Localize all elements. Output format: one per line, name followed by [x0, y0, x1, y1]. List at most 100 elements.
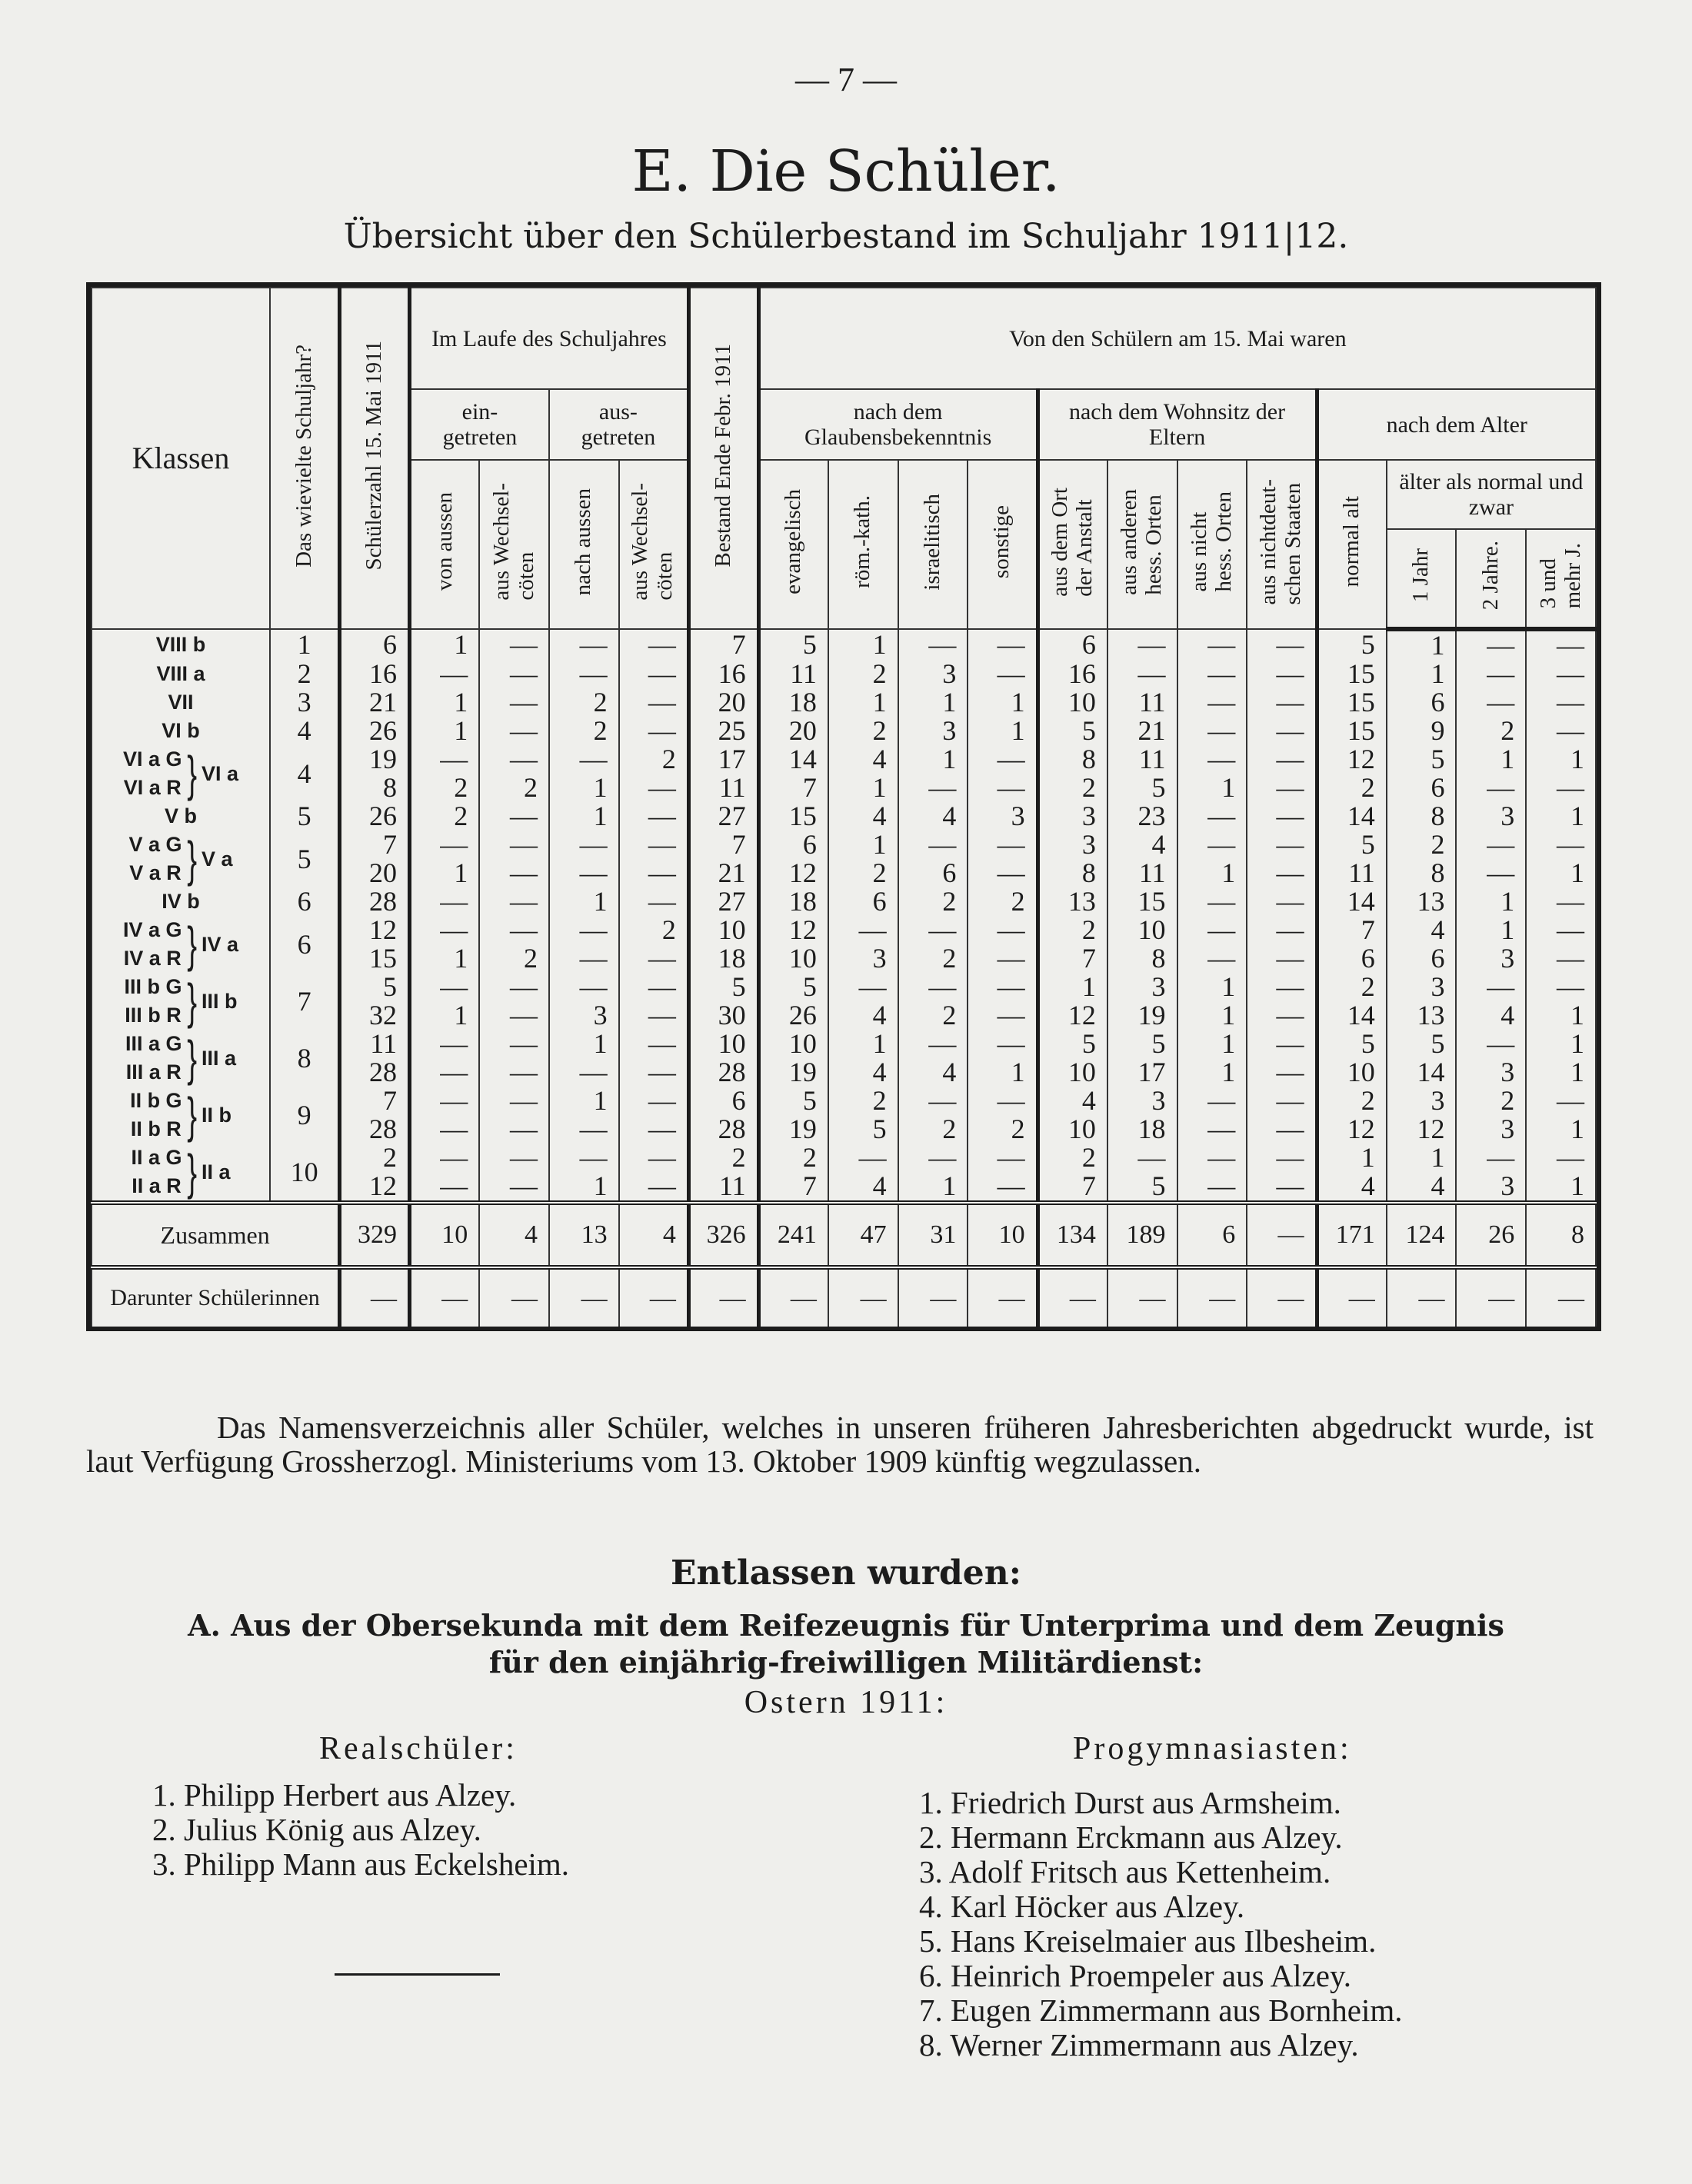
table-cell: — [967, 1087, 1039, 1115]
table-cell: 1 [1176, 1001, 1248, 1030]
table-cell: — [1176, 802, 1248, 831]
table-cell: 3 [1455, 1115, 1527, 1144]
table-cell: 3 [897, 717, 969, 745]
table-cell: 28 [338, 1058, 411, 1087]
table-cell: 2 [756, 1144, 829, 1172]
class-label: V b [91, 802, 271, 831]
table-cell: 1 [827, 1030, 899, 1058]
table-cell: 2 [478, 944, 550, 973]
table-cell: — [1246, 688, 1318, 717]
table-cell: 6 [897, 859, 969, 887]
table-cell: 2 [827, 717, 899, 745]
table-cell: 23 [1106, 802, 1178, 831]
table-cell: 6 [1385, 774, 1457, 802]
class-name: III a G [125, 1032, 182, 1055]
table-cell: — [1525, 887, 1597, 916]
table-cell: 5 [686, 973, 760, 1001]
table-cell: — [897, 1030, 969, 1058]
table-cell: 7 [686, 831, 760, 859]
table-cell: 2 [967, 1115, 1039, 1144]
table-cell: 8 [338, 774, 411, 802]
brace-icon: } [186, 1030, 197, 1086]
table-cell: 2 [1314, 973, 1387, 1001]
table-cell: — [1246, 859, 1318, 887]
table-cell: 19 [1106, 1001, 1178, 1030]
table-cell: — [478, 973, 550, 1001]
table-cell: — [827, 973, 899, 1001]
class-name: V a G [128, 833, 182, 856]
table-cell: 6 [338, 629, 411, 660]
table-cell: — [1106, 1144, 1178, 1172]
table-cell: 11 [686, 1172, 760, 1203]
header-katholisch: röm.-kath. [827, 459, 899, 630]
table-cell: 1 [897, 688, 969, 717]
class-label: II b G II b R} II b [91, 1087, 271, 1144]
header-ort-der-anstalt: aus dem Ort der Anstalt [1035, 459, 1108, 630]
table-cell: 10 [756, 1030, 829, 1058]
table-cell: — [1525, 1087, 1597, 1115]
table-cell: 3 [827, 944, 899, 973]
class-names: III a G III a R [125, 1030, 182, 1087]
table-cell: — [618, 1030, 690, 1058]
school-year-number: 1 [269, 629, 341, 660]
list-item: 3. Adolf Fritsch aus Kettenheim. [919, 1854, 1331, 1889]
table-cell: — [967, 944, 1039, 973]
header-2-jahre: 2 Jahre. [1455, 528, 1527, 631]
table-cell: 3 [1106, 973, 1178, 1001]
class-label: V a G V a R} V a [91, 831, 271, 887]
table-cell: — [1176, 831, 1248, 859]
table-cell: 1 [548, 887, 620, 916]
table-cell: — [1246, 1200, 1318, 1267]
class-name: III a R [125, 1060, 182, 1084]
table-cell: 15 [1314, 660, 1387, 688]
table-cell: — [1176, 629, 1248, 660]
table-cell: — [407, 1030, 481, 1058]
class-label: III b G III b R} III b [91, 973, 271, 1030]
table-cell: — [407, 660, 481, 688]
class-label: VI a G VI a R} VI a [91, 745, 271, 802]
table-cell: 32 [338, 1001, 411, 1030]
header-von-aussen: von aussen [407, 459, 481, 630]
school-year-number: 4 [269, 745, 341, 802]
table-cell: 1 [548, 802, 620, 831]
class-label: VIII a [91, 660, 271, 688]
progymnasiasten-heading: Progymnasiasten: [1073, 1731, 1352, 1766]
table-cell: 28 [686, 1115, 760, 1144]
table-cell: 16 [338, 660, 411, 688]
table-cell: 241 [756, 1200, 829, 1267]
table-cell: — [407, 916, 481, 944]
table-cell: 5 [1314, 629, 1387, 660]
table-cell: — [618, 1172, 690, 1203]
table-cell: — [1246, 916, 1318, 944]
table-cell: — [618, 1115, 690, 1144]
class-label: III a G III a R} III a [91, 1030, 271, 1087]
table-cell: — [967, 1001, 1039, 1030]
school-year-number: 4 [269, 717, 341, 745]
table-cell: 10 [756, 944, 829, 973]
header-andere-hess-orte: aus anderen hess. Orten [1106, 459, 1178, 630]
table-cell: 1 [407, 944, 481, 973]
table-cell: 10 [967, 1200, 1039, 1267]
table-cell: — [478, 629, 550, 660]
table-cell: — [827, 1265, 899, 1327]
table-cell: 31 [897, 1200, 969, 1267]
table-row: VII 3 21 1—2—20 18 1 1 1 10 11— —15 6— — [91, 688, 1597, 717]
table-cell: 1 [897, 1172, 969, 1203]
table-cell: 5 [338, 973, 411, 1001]
table-cell: 1 [967, 1058, 1039, 1087]
table-cell: 7 [1035, 944, 1108, 973]
class-name: II b R [130, 1117, 182, 1140]
table-cell: 11 [1106, 745, 1178, 774]
table-row: VIII b 1 6 1— — —7 5 1— —6— — —5 1— — [91, 629, 1597, 660]
table-cell: 5 [1314, 831, 1387, 859]
list-item: 8. Werner Zimmermann aus Alzey. [919, 2027, 1359, 2062]
table-cell: 19 [756, 1058, 829, 1087]
table-cell: — [548, 745, 620, 774]
class-names: IV a G IV a R [123, 916, 182, 973]
total-label: Zusammen [91, 1200, 341, 1267]
table-cell: 15 [1314, 717, 1387, 745]
list-item: 2. Julius König aus Alzey. [152, 1812, 481, 1847]
school-year-number: 9 [269, 1087, 341, 1144]
table-cell: — [897, 1265, 969, 1327]
table-cell: 27 [686, 802, 760, 831]
